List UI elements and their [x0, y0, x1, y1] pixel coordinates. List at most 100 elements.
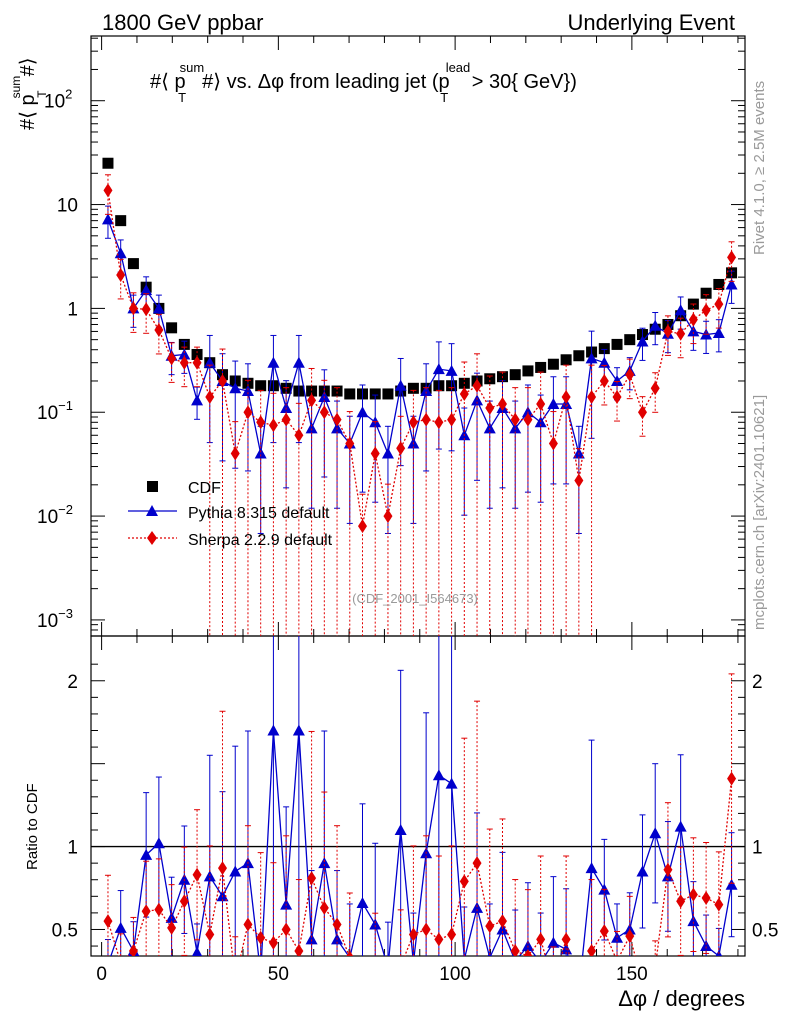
sherpa-point — [688, 312, 698, 327]
cdf-point — [611, 338, 623, 350]
ratio-sherpa-point — [549, 977, 558, 991]
ratio-pythia-point — [445, 777, 458, 789]
ratio-sherpa-point — [396, 959, 405, 973]
pythia-point — [649, 319, 662, 331]
ratio-pythia-point — [535, 957, 547, 968]
cdf-point — [166, 322, 178, 334]
ratio-sherpa-point — [371, 961, 380, 975]
ratio-sherpa-point — [574, 995, 583, 1009]
sherpa-point — [319, 405, 329, 420]
pythia-point — [547, 398, 560, 410]
sherpa-point — [497, 397, 507, 412]
sherpa-point — [307, 393, 317, 408]
sherpa-point — [663, 324, 673, 339]
ratio-y-tick-label-right: 1 — [752, 838, 763, 859]
pythia-point — [432, 363, 445, 375]
sherpa-point — [179, 355, 189, 370]
ratio-sherpa-point — [192, 867, 202, 882]
axis-tick-labels: 10−3 10−2 10−1 1 10 102 0.5 0.5 1 1 2 2 0 50 100 150 — [37, 87, 778, 985]
cdf-point — [115, 215, 127, 227]
main-y-tick-label: 10−2 — [37, 502, 73, 528]
pythia-point — [712, 326, 725, 338]
cdf-point — [547, 358, 559, 370]
ratio-sherpa-point — [307, 871, 317, 886]
pythia-point — [585, 352, 598, 364]
sherpa-point — [103, 183, 113, 198]
ratio-y-tick-label-right: 0.5 — [752, 920, 778, 941]
ratio-axis-label: Ratio to CDF — [24, 783, 41, 870]
ratio-sherpa-point — [651, 961, 660, 975]
cdf-point — [598, 343, 610, 355]
sherpa-point — [637, 405, 647, 420]
pythia-point — [178, 348, 191, 360]
ratio-sherpa-point — [167, 920, 177, 935]
ratio-sherpa-point — [141, 904, 151, 919]
ratio-pythia-point — [700, 940, 713, 952]
ratio-panel-frame — [90, 635, 746, 957]
ratio-pythia-point — [496, 923, 509, 935]
analysis-id: (CDF_2001_I564673) — [352, 591, 478, 606]
sherpa-point — [141, 302, 151, 317]
cdf-point — [407, 382, 419, 394]
x-tick-label: 50 — [268, 964, 289, 985]
cdf-point — [573, 350, 585, 362]
ratio-sherpa-point — [281, 922, 291, 937]
pythia-point — [267, 356, 280, 368]
pythia-point — [101, 213, 114, 225]
ratio-pythia-point — [432, 769, 445, 781]
legend: CDF Pythia 8.315 default Sherpa 2.2.9 de… — [128, 480, 333, 549]
ratio-pythia-point — [521, 940, 534, 952]
ratio-pythia-point — [585, 862, 598, 874]
pythia-point — [241, 385, 254, 397]
ratio-y-tick-label-left: 0.5 — [52, 920, 78, 941]
sherpa-point — [243, 405, 253, 420]
ratio-sherpa-point — [120, 955, 121, 956]
pythia-point — [483, 422, 496, 434]
sherpa-point — [676, 326, 686, 341]
legend-sherpa-marker — [147, 531, 157, 545]
cdf-point — [560, 354, 572, 366]
pythia-point — [725, 278, 738, 290]
ratio-pythia-point — [255, 968, 267, 979]
header-left: 1800 GeV ppbar — [102, 10, 263, 35]
sherpa-point — [408, 415, 418, 430]
ratio-sherpa-point — [676, 894, 686, 909]
pythia-point — [114, 247, 127, 259]
sherpa-point — [370, 446, 380, 461]
ratio-pythia-point — [382, 962, 394, 973]
cdf-point — [509, 369, 521, 381]
sherpa-point — [332, 412, 342, 427]
main-y-tick-label: 10 — [57, 196, 78, 217]
ratio-sherpa-point — [587, 944, 597, 956]
sherpa-point — [383, 509, 393, 524]
ratio-y-tick-label-left: 1 — [67, 838, 78, 859]
ratio-data-layer — [103, 636, 738, 1011]
series-line-2 — [107, 190, 733, 527]
pythia-point — [356, 406, 369, 418]
ratio-sherpa-point — [727, 771, 737, 786]
chart-title: #⟨ psum T#⟩ vs. Δφ from leading jet (plea… — [150, 60, 577, 105]
ratio-sherpa-point — [231, 972, 240, 986]
pythia-point — [445, 364, 458, 376]
sherpa-point — [281, 412, 291, 427]
sherpa-point — [396, 441, 406, 456]
cdf-point — [484, 373, 496, 385]
ratio-sherpa-point — [358, 997, 367, 1011]
ratio-sherpa-point — [383, 994, 392, 1008]
ratio-sherpa-point — [714, 897, 724, 912]
x-tick-label: 100 — [439, 964, 471, 985]
sherpa-point — [345, 436, 355, 451]
ratio-sherpa-point — [103, 914, 113, 929]
ratio-sherpa-point — [421, 922, 431, 937]
cdf-point — [700, 287, 712, 299]
pythia-point — [471, 394, 484, 406]
legend-pythia-label: Pythia 8.315 default — [188, 505, 330, 522]
pythia-point — [254, 447, 267, 459]
main-y-tick-label: 1 — [67, 299, 78, 320]
ratio-sherpa-point — [268, 935, 278, 950]
pythia-point — [229, 382, 242, 394]
ratio-pythia-point — [318, 857, 331, 869]
ratio-pythia-point — [649, 827, 662, 839]
sherpa-point — [548, 436, 558, 451]
cdf-point — [331, 385, 343, 397]
